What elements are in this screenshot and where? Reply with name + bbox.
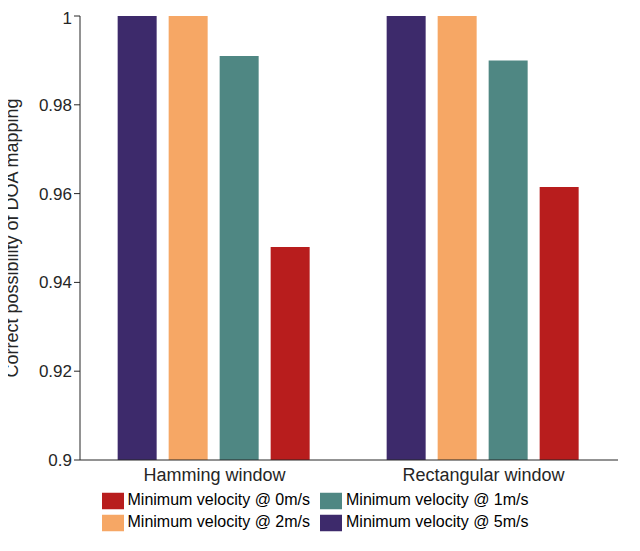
svg-text:Correct possibility of DOA map: Correct possibility of DOA mapping [8, 98, 22, 377]
svg-text:Hamming window: Hamming window [143, 465, 286, 485]
svg-text:0.94: 0.94 [39, 273, 72, 292]
svg-text:0.98: 0.98 [39, 96, 72, 115]
svg-text:0.92: 0.92 [39, 362, 72, 381]
html-text:Minimum velocity @ 5m/s: Minimum velocity @ 5m/s [346, 513, 529, 531]
html-text:Minimum velocity @ 2m/s: Minimum velocity @ 2m/s [127, 513, 310, 531]
html-text:Minimum velocity @ 0m/s: Minimum velocity @ 0m/s [127, 491, 310, 509]
svg-text:0.96: 0.96 [39, 185, 72, 204]
svg-text:0.9: 0.9 [48, 451, 72, 470]
svg-text:Rectangular window: Rectangular window [402, 465, 565, 485]
svg-text:1: 1 [63, 9, 72, 28]
html-text:Minimum velocity @ 1m/s: Minimum velocity @ 1m/s [346, 491, 529, 509]
